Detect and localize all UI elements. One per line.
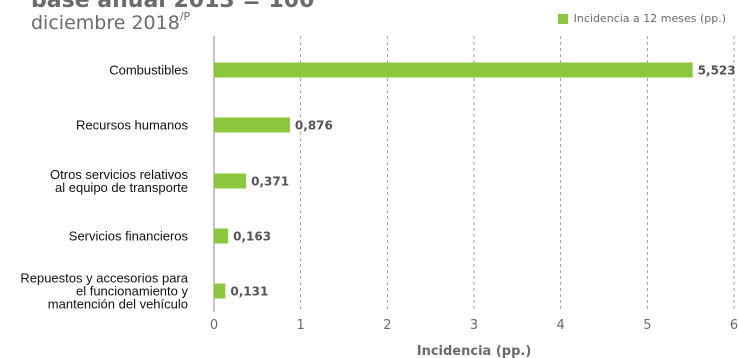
chart-subtitle-text: diciembre 2018	[31, 12, 180, 34]
category-label-line: Combustibles	[109, 63, 188, 78]
chart-legend: Incidencia a 12 meses (pp.)	[557, 12, 726, 25]
category-label: Recursos humanos	[76, 118, 188, 133]
category-label: Repuestos y accesorios para el funcionami…	[20, 271, 188, 312]
x-axis-title: Incidencia (pp.)	[417, 344, 532, 358]
bar	[214, 117, 290, 133]
data-label: 0,131	[230, 285, 268, 299]
bar	[214, 228, 229, 244]
chart-subtitle-superscript: /P	[179, 10, 191, 23]
bar	[214, 173, 247, 189]
x-tick-label: 3	[470, 318, 478, 333]
category-label-line: al equipo de transporte	[55, 180, 188, 195]
category-label-line: Recursos humanos	[76, 118, 188, 133]
category-label: Otros servicios relativos al equipo de tr…	[50, 167, 188, 195]
data-label: 5,523	[698, 64, 736, 78]
category-label-line: Repuestos y accesorios para	[20, 271, 188, 286]
chart-subtitle: diciembre 2018/P	[31, 10, 190, 34]
bar	[214, 62, 693, 78]
data-label: 0,163	[233, 230, 271, 244]
bar	[214, 283, 226, 299]
category-label-line: mantención del vehículo	[48, 297, 188, 312]
x-tick-label: 6	[730, 318, 738, 333]
category-label-line: Otros servicios relativos	[50, 167, 188, 182]
x-tick-label: 4	[557, 318, 565, 333]
category-label: Combustibles	[109, 63, 188, 78]
x-tick-label: 5	[643, 318, 651, 333]
x-tick-label: 2	[383, 318, 391, 333]
x-tick-label: 1	[297, 318, 305, 333]
data-label: 0,876	[295, 119, 333, 133]
category-label: Servicios financieros	[69, 229, 189, 244]
category-label-line: el funcionamiento y	[76, 284, 189, 299]
legend-label: Incidencia a 12 meses (pp.)	[573, 12, 726, 25]
chart-title: base anual 2013 = 100	[31, 0, 315, 13]
legend-swatch	[557, 13, 568, 24]
category-label-line: Servicios financieros	[69, 229, 189, 244]
data-label: 0,371	[251, 175, 289, 189]
x-tick-label: 0	[210, 318, 218, 333]
